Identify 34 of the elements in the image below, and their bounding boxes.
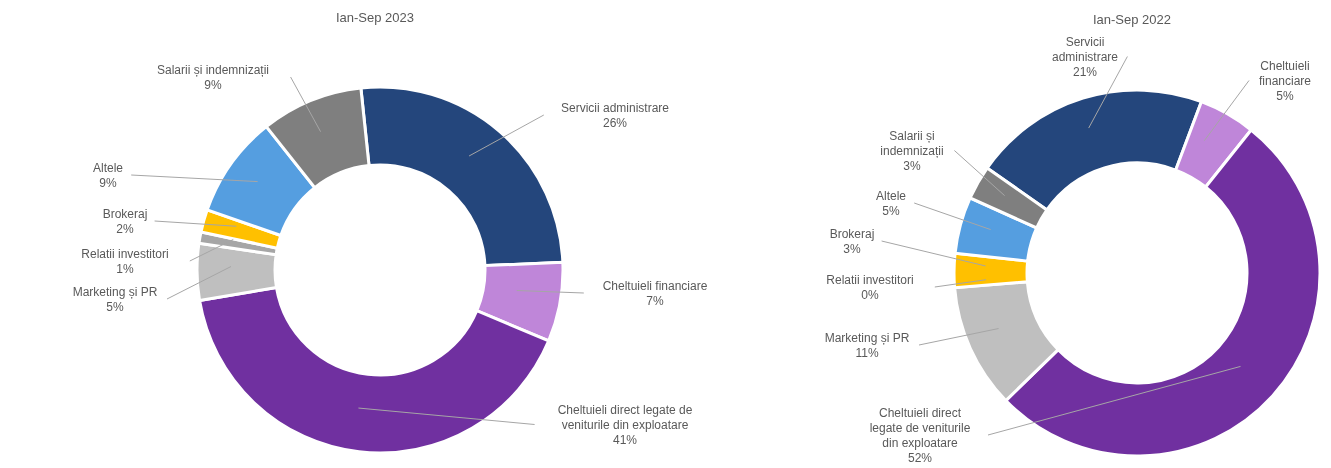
text: 0% [861,288,879,302]
data-label: 41% [612,433,638,447]
data-label: 9% [99,176,117,190]
data-label: 9% [204,78,222,92]
slice-label: Cheltuieli direct legate de veniturile din exploatare [557,403,693,432]
data-label: 3% [843,242,861,256]
slice-label: Altele [875,189,907,203]
data-label: 5% [882,204,900,218]
data-label: 21% [1072,65,1098,79]
data-label: 5% [1276,89,1294,103]
slice-label: Brokeraj [829,227,875,241]
data-label: 7% [646,294,664,308]
chart-title: Ian-Sep 2023 [334,10,416,25]
slice-label: Brokeraj [102,207,148,221]
slice-label: Salarii și indemnizații [880,129,944,158]
data-label: 11% [855,346,879,360]
slice-label: Marketing și PR [72,285,158,299]
slice-label: Cheltuieli financiare [602,279,708,293]
slice-label: Servicii administrare [1051,35,1119,64]
slice-label: Servicii administrare [560,101,670,115]
data-label: 52% [907,451,933,465]
slice-label: Cheltuieli direct legate de veniturile din exploatare [869,406,971,450]
slice-label: Marketing și PR [824,331,910,345]
legend-label: Relatii investitori [826,273,914,287]
data-label: 1% [116,262,134,276]
data-label: 5% [106,300,124,314]
data-label: 26% [602,116,628,130]
data-label: 3% [903,159,921,173]
data-label: 2% [116,222,134,236]
slice-label: Altele [92,161,124,175]
chart-title: Ian-Sep 2022 [1091,12,1173,27]
legend-label: Relatii investitori [81,247,169,261]
slice-label: Cheltuieli financiare [1258,59,1312,88]
slice-label: Salarii și indemnizații [156,63,270,77]
